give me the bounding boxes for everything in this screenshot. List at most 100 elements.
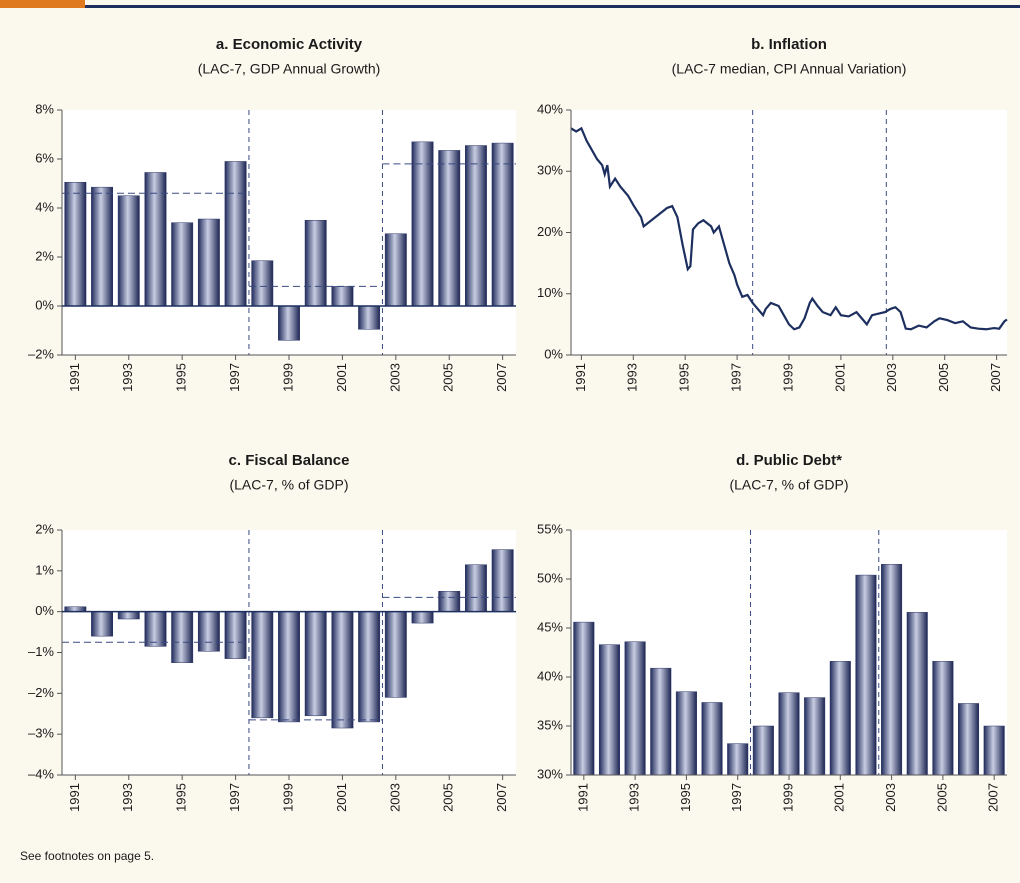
top-rule: [0, 5, 1020, 8]
x-tick-label: 1997: [729, 363, 744, 392]
chart-subtitle: (LAC-7, % of GDP): [229, 477, 348, 493]
y-tick-label: 35%: [537, 717, 563, 732]
y-tick-label: 40%: [537, 101, 563, 116]
y-tick-label: 0%: [35, 297, 54, 312]
x-tick-label: 2005: [934, 783, 949, 812]
bar: [117, 195, 140, 307]
y-tick-label: 30%: [537, 766, 563, 781]
bar: [91, 611, 113, 637]
y-tick-label: 2%: [35, 521, 54, 536]
x-tick-label: 2007: [988, 363, 1003, 392]
x-tick-label: 1995: [678, 783, 693, 812]
y-tick-label: 0%: [544, 346, 563, 361]
x-tick-label: 1997: [227, 363, 242, 392]
y-tick-label: 4%: [35, 199, 54, 214]
y-tick-label: 8%: [35, 101, 54, 116]
x-tick-label: 1993: [120, 363, 135, 392]
bar: [331, 286, 354, 307]
y-tick-label: –4%: [28, 766, 54, 781]
bar: [197, 611, 220, 652]
bar: [384, 233, 407, 307]
bar: [144, 172, 167, 307]
bar: [171, 611, 194, 663]
y-tick-label: 55%: [537, 521, 563, 536]
bar: [224, 161, 247, 307]
bar: [171, 222, 194, 307]
bar: [438, 150, 461, 307]
x-tick-label: 1991: [573, 363, 588, 392]
bar: [384, 611, 407, 698]
x-tick-label: 2003: [387, 783, 402, 812]
x-tick-label: 1999: [780, 783, 795, 812]
bar: [278, 611, 300, 723]
bar: [701, 702, 723, 776]
y-tick-label: –2%: [28, 346, 54, 361]
y-tick-label: –2%: [28, 685, 54, 700]
x-tick-label: 1991: [67, 783, 82, 812]
y-tick-label: 10%: [537, 285, 563, 300]
top-tab: [0, 0, 85, 8]
bar: [331, 611, 354, 729]
bar: [251, 260, 274, 307]
bar: [465, 564, 487, 612]
chart-title: a. Economic Activity: [216, 36, 363, 53]
x-tick-label: 1995: [677, 363, 692, 392]
bar: [804, 697, 826, 776]
bar: [64, 182, 87, 307]
bar: [650, 667, 672, 776]
x-tick-label: 1993: [625, 363, 640, 392]
y-tick-label: 2%: [35, 248, 54, 263]
footnote: See footnotes on page 5.: [20, 849, 154, 863]
bar: [144, 611, 167, 647]
bar: [624, 641, 646, 776]
bar: [224, 611, 247, 659]
plot-area: [571, 110, 1007, 355]
y-tick-label: –3%: [28, 726, 54, 741]
x-tick-label: 2007: [494, 363, 509, 392]
bar: [438, 591, 461, 612]
chart-subtitle: (LAC-7 median, CPI Annual Variation): [672, 61, 907, 77]
x-tick-label: 1997: [227, 783, 242, 812]
y-tick-label: 1%: [35, 562, 54, 577]
bar: [411, 611, 434, 624]
y-tick-label: –1%: [28, 644, 54, 659]
bar: [958, 703, 980, 776]
bar: [881, 564, 903, 776]
bar: [855, 574, 877, 776]
x-tick-label: 1995: [174, 783, 189, 812]
y-tick-label: 20%: [537, 224, 563, 239]
chart-subtitle: (LAC-7, GDP Annual Growth): [198, 61, 381, 77]
x-tick-label: 1993: [120, 783, 135, 812]
chart-subtitle: (LAC-7, % of GDP): [729, 477, 848, 493]
bar: [491, 142, 514, 307]
bar: [117, 611, 140, 620]
bar: [598, 644, 620, 776]
bar: [411, 141, 434, 307]
bar: [983, 725, 1005, 776]
y-tick-label: 6%: [35, 150, 54, 165]
bar: [932, 661, 954, 776]
x-tick-label: 2001: [334, 783, 349, 812]
x-tick-label: 2001: [832, 363, 847, 392]
y-tick-label: 0%: [35, 603, 54, 618]
bar: [752, 725, 774, 776]
y-tick-label: 40%: [537, 668, 563, 683]
bar: [304, 611, 327, 717]
x-tick-label: 2005: [441, 783, 456, 812]
y-tick-label: 50%: [537, 570, 563, 585]
x-tick-label: 1991: [575, 783, 590, 812]
x-tick-label: 2005: [441, 363, 456, 392]
x-tick-label: 1999: [280, 363, 295, 392]
x-tick-label: 1999: [780, 363, 795, 392]
x-tick-label: 2005: [936, 363, 951, 392]
y-tick-label: 45%: [537, 619, 563, 634]
chart-title: c. Fiscal Balance: [229, 452, 350, 469]
bar: [251, 611, 274, 719]
x-tick-label: 1997: [729, 783, 744, 812]
bar: [491, 549, 514, 612]
line-series: [570, 126, 1008, 331]
bar: [675, 691, 697, 776]
x-tick-label: 2003: [883, 783, 898, 812]
bar: [829, 661, 851, 776]
